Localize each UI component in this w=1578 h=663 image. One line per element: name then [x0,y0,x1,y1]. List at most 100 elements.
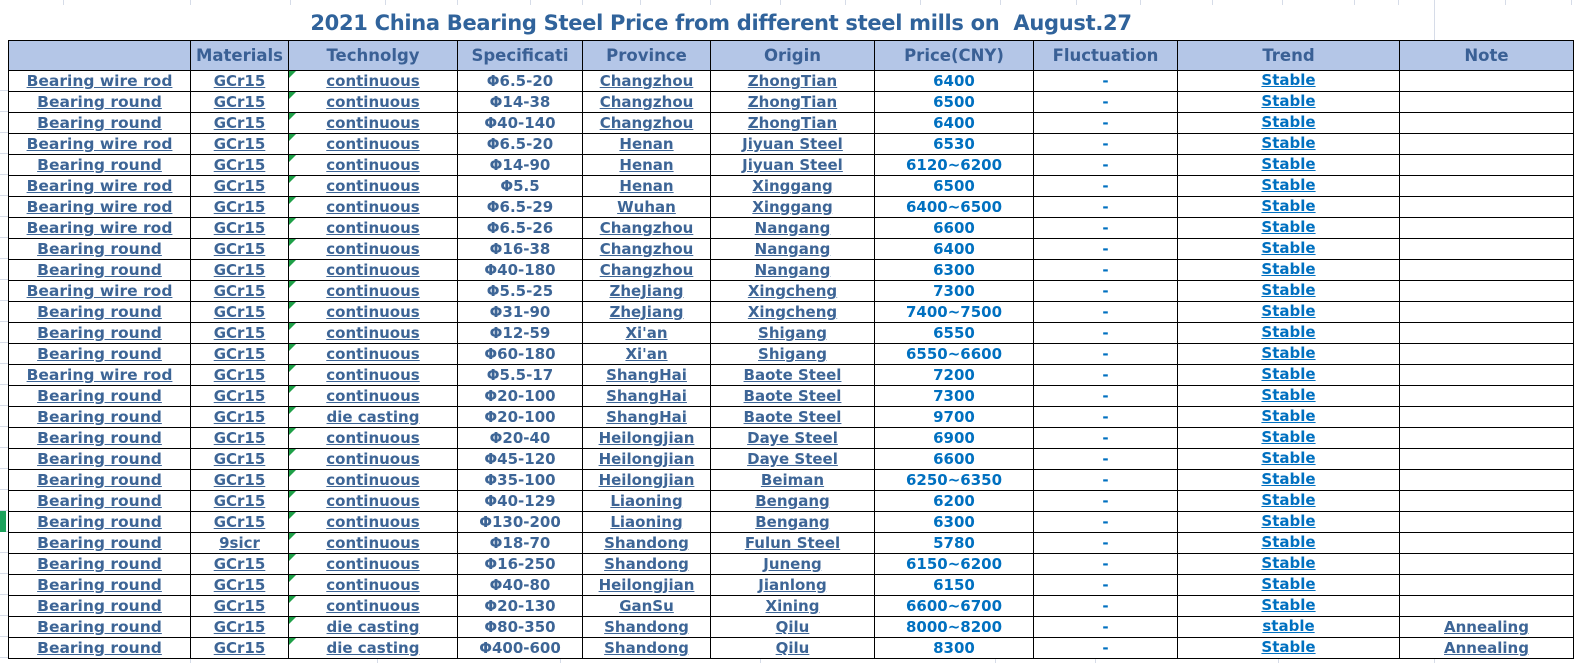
cell-fluctuation[interactable]: - [1034,449,1178,470]
cell-note[interactable] [1400,407,1574,428]
header-specification[interactable]: Specificati [458,41,583,71]
cell-origin[interactable]: Daye Steel [711,449,875,470]
cell-technology[interactable]: die casting [289,617,458,638]
cell-province[interactable]: GanSu [583,596,711,617]
cell-price[interactable]: 6550 [875,323,1034,344]
cell-province[interactable]: Changzhou [583,92,711,113]
cell-origin[interactable]: Shigang [711,323,875,344]
cell-note[interactable] [1400,302,1574,323]
cell-technology[interactable]: die casting [289,407,458,428]
cell-trend[interactable]: Stable [1178,155,1400,176]
cell-origin[interactable]: ZhongTian [711,71,875,92]
cell-fluctuation[interactable]: - [1034,176,1178,197]
cell-specification[interactable]: Φ20-100 [458,407,583,428]
header-price[interactable]: Price(CNY) [875,41,1034,71]
cell-materials[interactable]: GCr15 [191,407,289,428]
cell-origin[interactable]: Bengang [711,512,875,533]
cell-price[interactable]: 6150~6200 [875,554,1034,575]
cell-trend[interactable]: Stable [1178,365,1400,386]
cell-province[interactable]: Henan [583,176,711,197]
cell-technology[interactable]: continuous [289,134,458,155]
cell-product[interactable]: Bearing wire rod [9,197,191,218]
cell-fluctuation[interactable]: - [1034,134,1178,155]
cell-province[interactable]: Changzhou [583,239,711,260]
cell-materials[interactable]: GCr15 [191,302,289,323]
cell-province[interactable]: Liaoning [583,512,711,533]
cell-origin[interactable]: Xining [711,596,875,617]
cell-province[interactable]: ShangHai [583,365,711,386]
cell-price[interactable]: 8000~8200 [875,617,1034,638]
cell-trend[interactable]: Stable [1178,323,1400,344]
cell-province[interactable]: Shandong [583,533,711,554]
cell-province[interactable]: Changzhou [583,218,711,239]
cell-province[interactable]: ShangHai [583,407,711,428]
cell-price[interactable]: 7400~7500 [875,302,1034,323]
cell-product[interactable]: Bearing round [9,302,191,323]
cell-fluctuation[interactable]: - [1034,260,1178,281]
cell-note[interactable] [1400,134,1574,155]
cell-origin[interactable]: Xinggang [711,197,875,218]
cell-origin[interactable]: Baote Steel [711,386,875,407]
cell-technology[interactable]: continuous [289,302,458,323]
cell-product[interactable]: Bearing round [9,533,191,554]
cell-technology[interactable]: continuous [289,155,458,176]
cell-note[interactable] [1400,491,1574,512]
cell-origin[interactable]: Nangang [711,260,875,281]
cell-fluctuation[interactable]: - [1034,218,1178,239]
cell-province[interactable]: Heilongjian [583,470,711,491]
cell-fluctuation[interactable]: - [1034,197,1178,218]
header-technology[interactable]: Technolgy [289,41,458,71]
cell-specification[interactable]: Φ60-180 [458,344,583,365]
cell-materials[interactable]: GCr15 [191,470,289,491]
cell-materials[interactable]: 9sicr [191,533,289,554]
cell-technology[interactable]: continuous [289,239,458,260]
cell-trend[interactable]: Stable [1178,575,1400,596]
cell-price[interactable]: 6900 [875,428,1034,449]
cell-note[interactable] [1400,365,1574,386]
cell-note[interactable] [1400,155,1574,176]
cell-province[interactable]: ZheJiang [583,281,711,302]
cell-price[interactable]: 7200 [875,365,1034,386]
cell-note[interactable] [1400,92,1574,113]
cell-origin[interactable]: Qilu [711,638,875,659]
cell-trend[interactable]: Stable [1178,113,1400,134]
cell-province[interactable]: Heilongjian [583,428,711,449]
cell-product[interactable]: Bearing round [9,239,191,260]
header-fluctuation[interactable]: Fluctuation [1034,41,1178,71]
cell-fluctuation[interactable]: - [1034,386,1178,407]
cell-technology[interactable]: die casting [289,638,458,659]
cell-origin[interactable]: Daye Steel [711,428,875,449]
cell-price[interactable]: 8300 [875,638,1034,659]
cell-specification[interactable]: Φ35-100 [458,470,583,491]
cell-note[interactable]: Annealing [1400,638,1574,659]
cell-technology[interactable]: continuous [289,491,458,512]
cell-origin[interactable]: Bengang [711,491,875,512]
cell-product[interactable]: Bearing round [9,512,191,533]
cell-trend[interactable]: Stable [1178,428,1400,449]
cell-product[interactable]: Bearing round [9,260,191,281]
cell-province[interactable]: Changzhou [583,71,711,92]
cell-technology[interactable]: continuous [289,71,458,92]
cell-province[interactable]: Shandong [583,617,711,638]
cell-trend[interactable]: Stable [1178,344,1400,365]
cell-origin[interactable]: Jianlong [711,575,875,596]
cell-price[interactable]: 6120~6200 [875,155,1034,176]
cell-fluctuation[interactable]: - [1034,596,1178,617]
cell-trend[interactable]: Stable [1178,491,1400,512]
cell-specification[interactable]: Φ14-38 [458,92,583,113]
cell-trend[interactable]: Stable [1178,218,1400,239]
title-cell[interactable]: 2021 China Bearing Steel Price from diff… [310,10,1132,35]
cell-fluctuation[interactable]: - [1034,407,1178,428]
cell-product[interactable]: Bearing wire rod [9,134,191,155]
cell-province[interactable]: Xi'an [583,344,711,365]
cell-specification[interactable]: Φ20-130 [458,596,583,617]
cell-specification[interactable]: Φ20-40 [458,428,583,449]
cell-price[interactable]: 6400 [875,113,1034,134]
cell-product[interactable]: Bearing wire rod [9,176,191,197]
cell-specification[interactable]: Φ5.5 [458,176,583,197]
cell-province[interactable]: Xi'an [583,323,711,344]
cell-trend[interactable]: Stable [1178,470,1400,491]
cell-trend[interactable]: Stable [1178,197,1400,218]
cell-product[interactable]: Bearing round [9,638,191,659]
cell-specification[interactable]: Φ80-350 [458,617,583,638]
